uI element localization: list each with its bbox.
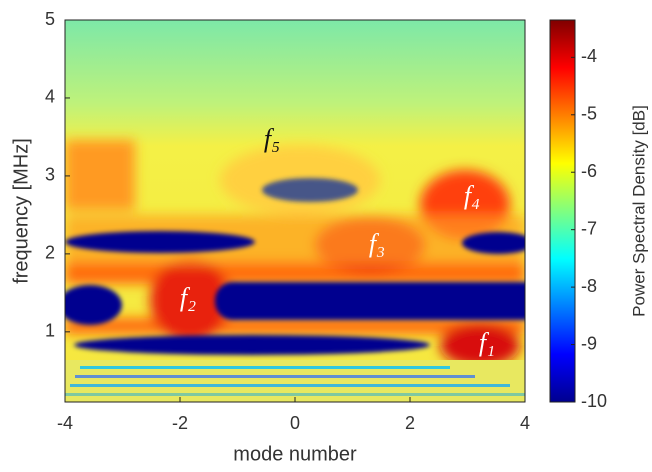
y-tick-label: 4 [45, 87, 55, 107]
y-tick-label: 1 [45, 321, 55, 341]
colorbar-tick-label: -6 [581, 161, 597, 181]
y-tick-label: 2 [45, 243, 55, 263]
x-tick-label: -2 [172, 413, 188, 433]
colorbar-label: Power Spectral Density [dB] [629, 105, 648, 317]
heatmap-field [65, 20, 525, 402]
x-tick-label: 4 [520, 413, 530, 433]
colorbar-tick-label: -7 [581, 218, 597, 238]
y-tick-label: 3 [45, 165, 55, 185]
x-tick-label: 0 [290, 413, 300, 433]
colorbar-tick-label: -5 [581, 104, 597, 124]
x-axis-label: mode number [233, 443, 357, 465]
low-bands [65, 360, 525, 402]
x-tick-label: -4 [57, 413, 73, 433]
y-axis-label: frequency [MHz] [10, 138, 32, 284]
colorbar [549, 19, 576, 403]
annotation: f₄ [464, 181, 480, 210]
annotation: f₁ [479, 328, 495, 357]
x-tick-label: 2 [405, 413, 415, 433]
annotation: f₃ [369, 229, 385, 258]
annotation: f₅ [264, 124, 280, 153]
colorbar-tick-label: -9 [581, 333, 597, 353]
colorbar-tick-label: -4 [581, 46, 597, 66]
y-tick-label: 5 [45, 9, 55, 29]
annotation: f₂ [180, 283, 196, 312]
colorbar-tick-label: -8 [581, 276, 597, 296]
colorbar-tick-label: -10 [581, 391, 607, 411]
